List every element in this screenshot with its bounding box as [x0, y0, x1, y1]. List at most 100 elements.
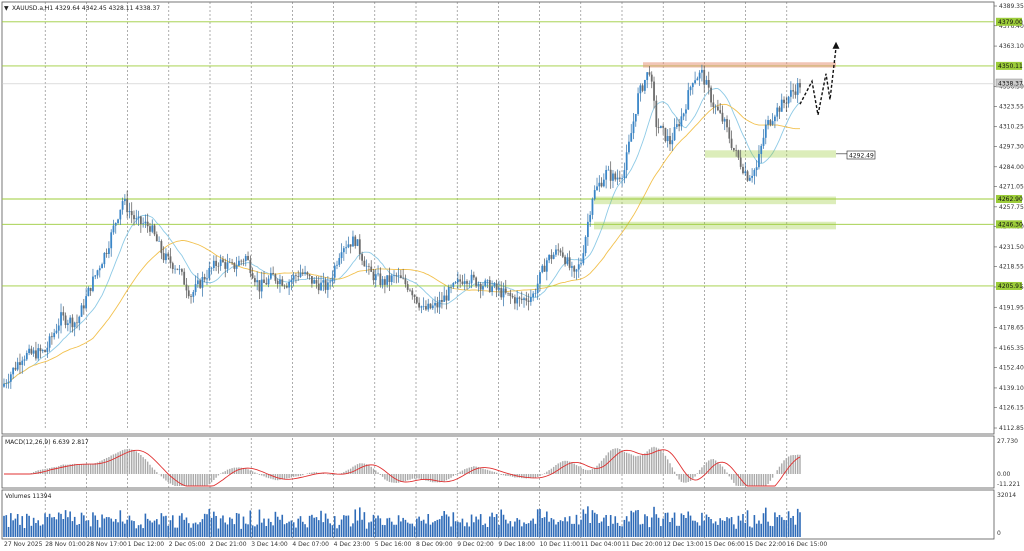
candle-body: [794, 91, 797, 95]
volume-bar: [352, 523, 354, 537]
macd-bar: [192, 474, 195, 486]
volume-bar: [62, 518, 65, 537]
candle-body: [128, 211, 131, 213]
volume-bar: [174, 527, 176, 537]
macd-bar: [527, 474, 530, 479]
volume-bar: [283, 524, 286, 537]
macd-bar: [92, 463, 94, 474]
candle-body: [48, 336, 51, 348]
volume-bar: [51, 517, 53, 537]
candle-body: [215, 260, 218, 266]
macd-bar: [550, 468, 553, 474]
time-tick-label: 10 Dec 11:00: [540, 541, 581, 548]
candle-body: [329, 281, 332, 283]
candle-body: [441, 300, 443, 302]
candle-body: [415, 296, 418, 303]
candle-body: [468, 283, 471, 284]
candle-body: [105, 252, 108, 254]
candle-body: [477, 284, 480, 287]
volume-bar: [23, 528, 26, 537]
macd-bar: [797, 454, 799, 474]
candle-body: [57, 325, 60, 331]
candle-body: [395, 275, 398, 276]
macd-bar: [596, 465, 598, 474]
candle-body: [41, 350, 44, 352]
volume-bar: [69, 511, 71, 537]
macd-bar: [616, 448, 619, 474]
volume-bar: [550, 518, 553, 537]
price-tick-label: 4284.00: [999, 164, 1024, 171]
candle-body: [466, 281, 468, 284]
candle-body: [336, 264, 338, 266]
volume-bar: [242, 516, 245, 537]
volume-bar: [634, 510, 637, 537]
macd-bar: [758, 474, 760, 486]
candle-body: [390, 275, 393, 282]
macd-bar: [726, 472, 728, 474]
macd-bar: [667, 459, 669, 474]
volume-bar: [728, 518, 731, 537]
volume-bar: [249, 510, 252, 537]
candle-body: [313, 280, 316, 284]
candle-body: [176, 268, 179, 270]
macd-bar: [651, 447, 653, 474]
macd-bar: [87, 464, 90, 474]
macd-bar: [388, 474, 391, 482]
volume-bar: [215, 515, 217, 537]
volume-bar: [507, 523, 509, 537]
macd-bar: [646, 451, 648, 474]
volume-bar: [730, 517, 733, 537]
candle-body: [511, 296, 514, 298]
time-tick-label: 16 Dec 15:00: [787, 541, 828, 548]
candle-body: [240, 260, 243, 262]
volume-bar: [181, 513, 183, 537]
macd-bar: [511, 474, 514, 477]
candle-body: [290, 279, 293, 283]
volume-bar: [445, 514, 448, 537]
candle-body: [16, 362, 19, 370]
moving-averages: [3, 88, 801, 385]
volume-bar: [767, 521, 769, 537]
candle-body: [495, 283, 498, 290]
candle-body: [92, 276, 94, 291]
candle-body: [648, 72, 651, 75]
candle-body: [3, 383, 5, 387]
volume-bar: [67, 517, 69, 537]
macd-bar: [744, 474, 746, 486]
volume-bar: [270, 521, 272, 537]
time-tick-label: 9 Dec 02:00: [457, 541, 494, 548]
macd-bar: [83, 464, 85, 474]
candle-body: [721, 112, 724, 122]
volume-bar: [76, 524, 78, 537]
candle-body: [295, 275, 297, 277]
macd-bar: [381, 474, 384, 477]
macd-bar: [322, 473, 325, 474]
macd-bar: [614, 448, 616, 474]
volume-bar: [197, 524, 199, 537]
volume-bar: [723, 521, 726, 537]
candle-body: [158, 241, 160, 242]
macd-bar: [464, 469, 466, 474]
volume-bar: [85, 520, 87, 537]
expand-triangle-icon[interactable]: ▼: [4, 5, 9, 12]
volume-bar: [192, 523, 195, 537]
candle-body: [671, 140, 674, 145]
candle-body: [406, 284, 409, 290]
macd-bar: [418, 474, 420, 479]
macd-bar: [587, 470, 589, 474]
macd-bar: [352, 466, 354, 474]
candle-body: [231, 262, 233, 263]
candle-body: [324, 280, 327, 290]
macd-bar: [555, 465, 557, 474]
macd-bar: [279, 474, 281, 480]
macd-bar: [361, 463, 363, 474]
volume-bar: [648, 527, 651, 537]
candle-body: [89, 287, 92, 291]
candle-body: [634, 113, 637, 122]
volume-bar: [327, 518, 329, 537]
volume-bar: [372, 514, 375, 537]
candle-body: [267, 278, 270, 285]
candle-body: [85, 296, 88, 309]
time-tick-label: 4 Dec 07:00: [292, 541, 329, 548]
macd-bar: [169, 474, 172, 484]
